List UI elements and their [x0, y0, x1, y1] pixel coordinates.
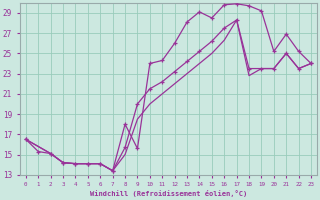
X-axis label: Windchill (Refroidissement éolien,°C): Windchill (Refroidissement éolien,°C) [90, 190, 247, 197]
